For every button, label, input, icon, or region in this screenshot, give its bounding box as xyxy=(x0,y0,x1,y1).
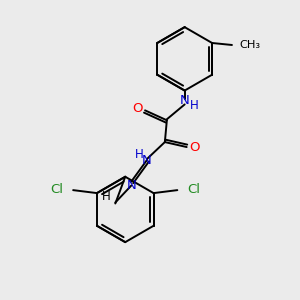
Text: H: H xyxy=(135,148,143,161)
Text: N: N xyxy=(180,94,190,107)
Text: Cl: Cl xyxy=(187,183,200,196)
Text: O: O xyxy=(189,140,200,154)
Text: O: O xyxy=(132,102,142,115)
Text: N: N xyxy=(142,154,152,167)
Text: Cl: Cl xyxy=(50,183,63,196)
Text: N: N xyxy=(126,179,136,192)
Text: H: H xyxy=(190,99,199,112)
Text: H: H xyxy=(102,190,111,203)
Text: CH₃: CH₃ xyxy=(240,40,261,50)
